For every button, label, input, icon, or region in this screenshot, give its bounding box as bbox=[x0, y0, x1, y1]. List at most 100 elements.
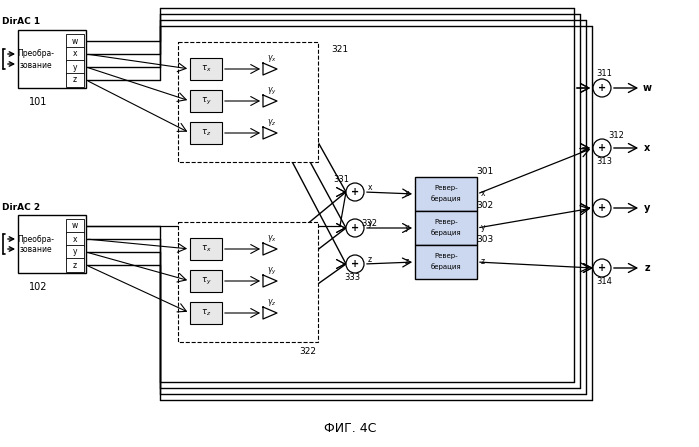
Circle shape bbox=[593, 79, 611, 97]
Text: w: w bbox=[642, 83, 651, 93]
Bar bbox=[190, 58, 222, 80]
Bar bbox=[190, 302, 222, 324]
Bar bbox=[66, 245, 84, 259]
Text: 321: 321 bbox=[331, 46, 349, 55]
Text: z: z bbox=[368, 256, 372, 265]
Text: 333: 333 bbox=[344, 274, 360, 283]
Text: x: x bbox=[368, 184, 373, 193]
Text: 301: 301 bbox=[477, 168, 493, 177]
Text: Ревер-: Ревер- bbox=[434, 253, 458, 259]
Text: 311: 311 bbox=[596, 69, 612, 79]
Polygon shape bbox=[263, 95, 277, 107]
Text: x: x bbox=[73, 50, 78, 59]
Text: $\gamma_z$: $\gamma_z$ bbox=[267, 118, 277, 128]
Text: z: z bbox=[644, 263, 650, 273]
Text: x: x bbox=[73, 235, 78, 244]
Text: y: y bbox=[481, 224, 486, 232]
Text: $\tau_y$: $\tau_y$ bbox=[201, 96, 211, 106]
Polygon shape bbox=[263, 127, 277, 139]
Circle shape bbox=[346, 183, 364, 201]
Text: $\gamma_z$: $\gamma_z$ bbox=[267, 298, 277, 308]
Text: y: y bbox=[405, 224, 409, 232]
Circle shape bbox=[346, 255, 364, 273]
Polygon shape bbox=[263, 307, 277, 319]
Text: 312: 312 bbox=[608, 131, 624, 140]
Text: +: + bbox=[598, 83, 606, 93]
Text: +: + bbox=[351, 187, 359, 197]
Text: берация: берация bbox=[431, 264, 461, 270]
Text: x: x bbox=[405, 190, 409, 198]
Text: Преобра-: Преобра- bbox=[17, 235, 55, 244]
Text: Преобра-: Преобра- bbox=[17, 50, 55, 59]
Text: z: z bbox=[405, 257, 409, 266]
Bar bbox=[178, 222, 318, 342]
Text: z: z bbox=[73, 261, 77, 270]
Text: зование: зование bbox=[20, 245, 52, 254]
Bar bbox=[190, 90, 222, 112]
Text: 331: 331 bbox=[333, 176, 349, 185]
Text: 322: 322 bbox=[299, 347, 317, 357]
Bar bbox=[66, 47, 84, 61]
Text: зование: зование bbox=[20, 60, 52, 69]
Text: +: + bbox=[351, 259, 359, 269]
Text: z: z bbox=[73, 76, 77, 84]
Bar bbox=[190, 270, 222, 292]
Polygon shape bbox=[263, 243, 277, 255]
Text: $\gamma_y$: $\gamma_y$ bbox=[267, 85, 277, 97]
Bar bbox=[66, 258, 84, 272]
Bar bbox=[415, 211, 477, 245]
Bar bbox=[415, 177, 477, 211]
Text: $\tau_y$: $\tau_y$ bbox=[201, 275, 211, 287]
Text: DirAC 1: DirAC 1 bbox=[2, 17, 40, 26]
Text: ФИГ. 4С: ФИГ. 4С bbox=[324, 422, 376, 434]
Text: $\gamma_y$: $\gamma_y$ bbox=[267, 266, 277, 277]
Bar bbox=[18, 215, 86, 273]
Text: 101: 101 bbox=[29, 97, 48, 107]
Text: 313: 313 bbox=[596, 157, 612, 166]
Text: 102: 102 bbox=[29, 282, 48, 292]
Bar bbox=[66, 34, 84, 48]
Text: Ревер-: Ревер- bbox=[434, 219, 458, 225]
Text: DirAC 2: DirAC 2 bbox=[2, 202, 40, 211]
Bar bbox=[66, 73, 84, 87]
Text: $\tau_z$: $\tau_z$ bbox=[201, 128, 211, 138]
Text: 302: 302 bbox=[477, 202, 493, 211]
Text: берация: берация bbox=[431, 230, 461, 236]
Text: $\tau_z$: $\tau_z$ bbox=[201, 308, 211, 318]
Bar bbox=[66, 232, 84, 246]
Polygon shape bbox=[263, 63, 277, 75]
Text: Ревер-: Ревер- bbox=[434, 185, 458, 191]
Text: +: + bbox=[598, 263, 606, 273]
Text: $\gamma_x$: $\gamma_x$ bbox=[267, 233, 277, 245]
Text: +: + bbox=[598, 203, 606, 213]
Text: 303: 303 bbox=[477, 236, 493, 245]
Text: +: + bbox=[598, 143, 606, 153]
Bar bbox=[190, 122, 222, 144]
Circle shape bbox=[593, 259, 611, 277]
Text: $\tau_x$: $\tau_x$ bbox=[201, 244, 211, 254]
Text: y: y bbox=[368, 219, 373, 228]
Text: y: y bbox=[644, 203, 650, 213]
Text: берация: берация bbox=[431, 196, 461, 202]
Bar bbox=[66, 60, 84, 74]
Bar bbox=[18, 30, 86, 88]
Text: $\gamma_x$: $\gamma_x$ bbox=[267, 54, 277, 64]
Circle shape bbox=[593, 199, 611, 217]
Bar bbox=[190, 238, 222, 260]
Polygon shape bbox=[263, 275, 277, 287]
Text: 314: 314 bbox=[596, 278, 612, 287]
Text: x: x bbox=[644, 143, 650, 153]
Text: 332: 332 bbox=[361, 219, 377, 228]
Bar bbox=[66, 219, 84, 233]
Bar bbox=[178, 42, 318, 162]
Text: x: x bbox=[481, 190, 486, 198]
Bar bbox=[415, 245, 477, 279]
Text: y: y bbox=[73, 63, 78, 72]
Text: +: + bbox=[351, 223, 359, 233]
Text: w: w bbox=[72, 37, 78, 46]
Text: w: w bbox=[72, 222, 78, 231]
Circle shape bbox=[593, 139, 611, 157]
Text: y: y bbox=[73, 248, 78, 257]
Circle shape bbox=[346, 219, 364, 237]
Text: $\tau_x$: $\tau_x$ bbox=[201, 64, 211, 74]
